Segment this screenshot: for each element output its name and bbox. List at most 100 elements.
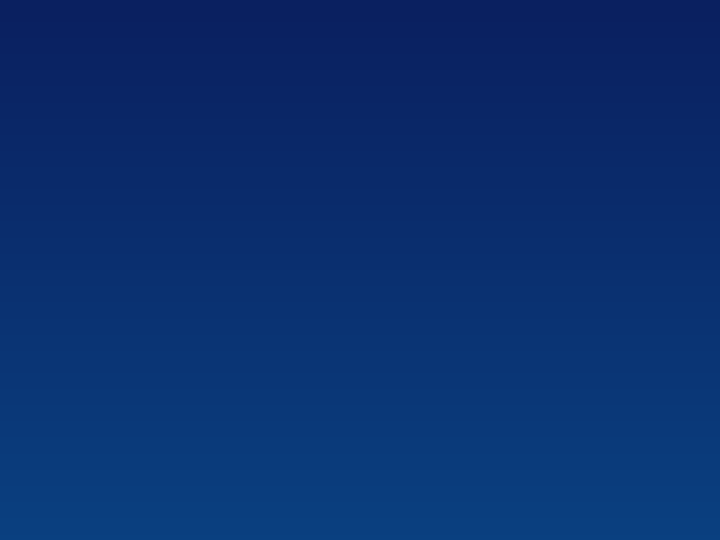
Bar bbox=[102, 340, 217, 359]
Text: 0.4: 0.4 bbox=[459, 208, 477, 218]
Text: Vit A, IU/lb DM: Vit A, IU/lb DM bbox=[109, 422, 202, 432]
Bar bbox=[217, 379, 300, 398]
Text: 0.18: 0.18 bbox=[455, 267, 480, 276]
Text: 30: 30 bbox=[572, 383, 587, 393]
Text: Selenium, PPM: Selenium, PPM bbox=[109, 403, 205, 413]
Text: Nursing Twins: Nursing Twins bbox=[428, 187, 507, 197]
Text: Nutrient: Nutrient bbox=[109, 187, 163, 197]
Text: 50,000: 50,000 bbox=[238, 422, 278, 432]
Text: Early Pregnancy: Early Pregnancy bbox=[310, 187, 402, 197]
Bar bbox=[217, 456, 300, 476]
Bar bbox=[300, 340, 412, 359]
Bar bbox=[412, 320, 523, 340]
Text: Vit D, IU/lb DM: Vit D, IU/lb DM bbox=[109, 442, 203, 451]
Text: 100: 100 bbox=[345, 442, 366, 451]
Bar bbox=[102, 417, 217, 437]
Bar bbox=[102, 204, 217, 223]
Bar bbox=[300, 180, 412, 204]
Text: 0.6: 0.6 bbox=[571, 247, 589, 257]
Bar bbox=[217, 143, 300, 180]
Text: 40: 40 bbox=[572, 325, 587, 335]
Text: Phosphorous, %: Phosphorous, % bbox=[109, 228, 212, 238]
Text: Manganese, PPM: Manganese, PPM bbox=[109, 364, 219, 374]
Bar bbox=[102, 301, 217, 320]
Bar bbox=[523, 340, 636, 359]
Bar bbox=[412, 204, 523, 223]
Text: 70: 70 bbox=[251, 364, 266, 374]
Bar bbox=[217, 320, 300, 340]
Bar bbox=[102, 262, 217, 281]
Text: Table 1. Minerals and Vitamins in Forage and Required by Sheep: Table 1. Minerals and Vitamins in Forage… bbox=[109, 86, 556, 99]
Text: 0.3: 0.3 bbox=[459, 403, 477, 413]
Text: Class of Sheep and Their Requirements
(in diet Dry Matter): Class of Sheep and Their Requirements (i… bbox=[306, 111, 547, 139]
Text: Magnesium, %: Magnesium, % bbox=[109, 267, 202, 276]
Text: 40: 40 bbox=[461, 364, 475, 374]
Text: 0.40: 0.40 bbox=[246, 228, 271, 238]
Bar bbox=[300, 223, 412, 242]
Text: 0.55: 0.55 bbox=[567, 208, 593, 218]
Text: 0.15: 0.15 bbox=[343, 286, 369, 296]
Text: 10: 10 bbox=[572, 345, 587, 354]
Text: 0.15: 0.15 bbox=[455, 306, 480, 315]
Bar bbox=[412, 417, 523, 437]
Bar bbox=[523, 180, 636, 204]
Bar bbox=[102, 359, 217, 379]
Bar bbox=[300, 456, 412, 476]
Text: 0.10: 0.10 bbox=[567, 306, 593, 315]
Bar bbox=[523, 242, 636, 262]
Bar bbox=[412, 281, 523, 301]
Text: 0.25: 0.25 bbox=[246, 267, 271, 276]
Bar bbox=[412, 262, 523, 281]
Text: 30: 30 bbox=[251, 383, 266, 393]
Bar bbox=[523, 437, 636, 456]
Bar bbox=[217, 398, 300, 417]
Bar bbox=[217, 106, 636, 143]
Bar bbox=[217, 437, 300, 456]
Bar bbox=[300, 143, 523, 180]
Bar bbox=[300, 417, 412, 437]
Bar bbox=[217, 223, 300, 242]
Text: 0.25: 0.25 bbox=[455, 286, 480, 296]
Bar bbox=[102, 106, 217, 143]
Bar bbox=[300, 437, 412, 456]
Bar bbox=[102, 143, 217, 180]
Text: 500: 500 bbox=[569, 422, 590, 432]
Text: 40: 40 bbox=[572, 364, 587, 374]
Text: 100: 100 bbox=[569, 442, 590, 451]
Text: 100: 100 bbox=[248, 325, 269, 335]
Bar bbox=[412, 398, 523, 417]
Bar bbox=[102, 78, 636, 106]
Text: 0.10: 0.10 bbox=[343, 306, 369, 315]
Text: 0.8: 0.8 bbox=[459, 247, 477, 257]
Text: 0.3: 0.3 bbox=[571, 403, 589, 413]
Bar bbox=[300, 281, 412, 301]
Text: Good Forage: Good Forage bbox=[222, 187, 294, 197]
Bar bbox=[523, 379, 636, 398]
Text: Mature Ewe: Mature Ewe bbox=[311, 155, 383, 168]
Bar bbox=[300, 262, 412, 281]
Text: Iron, PPM: Iron, PPM bbox=[109, 325, 171, 335]
Text: 0.12: 0.12 bbox=[343, 267, 369, 276]
Bar bbox=[102, 456, 217, 476]
Text: 10: 10 bbox=[251, 461, 266, 471]
Bar bbox=[102, 180, 217, 204]
Bar bbox=[523, 320, 636, 340]
Text: Fast Gain: Fast Gain bbox=[554, 187, 606, 197]
Text: Potassium, %: Potassium, % bbox=[109, 247, 195, 257]
Bar bbox=[217, 301, 300, 320]
Text: 0.25: 0.25 bbox=[246, 286, 271, 296]
Bar bbox=[217, 204, 300, 223]
Text: 40: 40 bbox=[348, 325, 363, 335]
Text: Copper, PPM: Copper, PPM bbox=[109, 345, 190, 354]
Text: Young
Lamb: Young Lamb bbox=[529, 147, 566, 176]
Bar bbox=[523, 281, 636, 301]
Bar bbox=[217, 417, 300, 437]
Text: 0.12: 0.12 bbox=[567, 267, 593, 276]
Bar bbox=[217, 359, 300, 379]
Bar bbox=[412, 340, 523, 359]
Text: 8: 8 bbox=[255, 345, 262, 354]
Bar bbox=[300, 204, 412, 223]
Text: 30: 30 bbox=[348, 383, 363, 393]
Text: 7: 7 bbox=[352, 461, 359, 471]
Bar bbox=[523, 456, 636, 476]
